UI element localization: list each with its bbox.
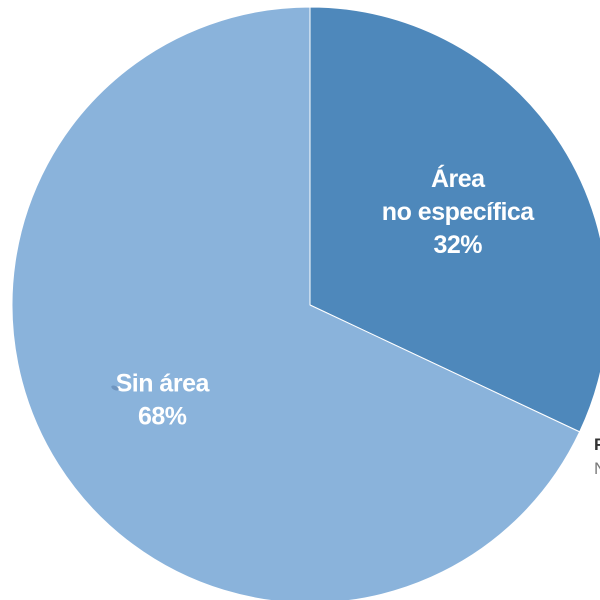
pie-slice-2 (11, 6, 581, 600)
slice-label-line: Área (431, 164, 486, 193)
pie-slice-1 (309, 6, 600, 433)
small-mark (111, 385, 119, 391)
slice-label-line: no específica (382, 198, 535, 226)
slice-value-2: 68% (138, 402, 187, 430)
slice-value-1: 32% (433, 231, 482, 259)
slice-label-1: Área no específica 32% (382, 164, 535, 259)
slice-label-2: Sin área 68% (116, 369, 211, 430)
clipped-text-line-1: F (594, 435, 600, 454)
slice-label-line: Sin área (116, 369, 211, 397)
slice-labels: Área no específica 32% Sin área 68% (116, 164, 536, 430)
clipped-text-line-2: N (594, 458, 600, 480)
pie-slices (11, 6, 600, 600)
